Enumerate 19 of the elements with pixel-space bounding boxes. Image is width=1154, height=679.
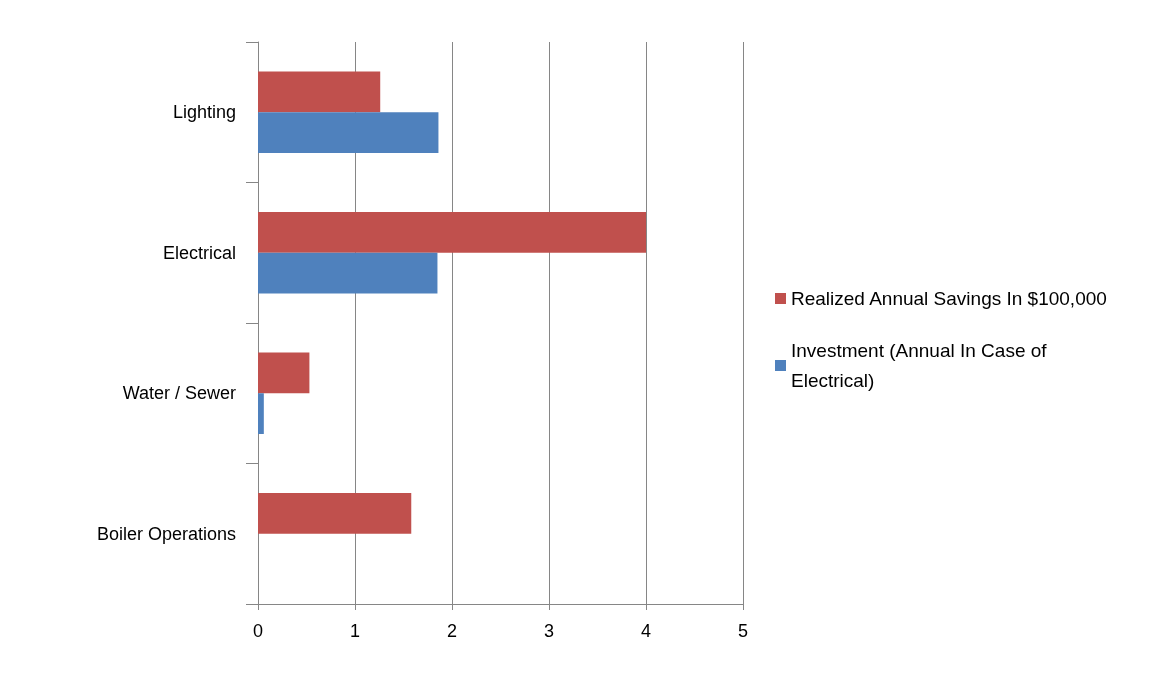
bar xyxy=(258,212,646,253)
bar xyxy=(258,493,412,534)
y-tick-label: Boiler Operations xyxy=(96,523,236,544)
bar xyxy=(258,393,264,434)
bar xyxy=(258,352,310,394)
y-tick-label: Electrical xyxy=(162,242,236,263)
bar xyxy=(258,252,438,294)
y-tick-label: Water / Sewer xyxy=(122,383,236,404)
bar xyxy=(258,112,439,153)
x-tick-label: 3 xyxy=(543,621,555,641)
legend-label: Investment (Annual In Case of Electrical) xyxy=(791,340,1052,391)
x-tick-label: 2 xyxy=(446,621,458,641)
x-tick-label: 5 xyxy=(737,621,749,641)
x-tick-label: 4 xyxy=(640,621,652,641)
bar xyxy=(258,71,381,113)
legend-label: Realized Annual Savings In $100,000 xyxy=(791,288,1107,309)
y-tick-label: Lighting xyxy=(172,102,236,123)
x-tick-label: 0 xyxy=(252,621,264,641)
x-tick-label: 1 xyxy=(349,621,361,641)
